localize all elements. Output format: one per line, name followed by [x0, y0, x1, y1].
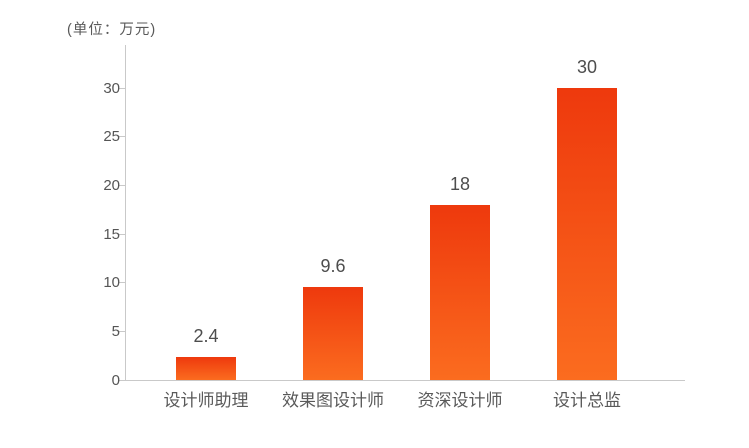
- y-tick-mark: [119, 136, 125, 138]
- y-tick-label: 15: [103, 225, 120, 243]
- y-axis-line: [125, 45, 126, 380]
- bar-value-label: 9.6: [320, 255, 346, 276]
- y-tick-label: 30: [103, 79, 120, 97]
- y-tick-mark: [119, 184, 125, 186]
- y-tick-mark: [119, 282, 125, 284]
- x-category-label: 效果图设计师: [282, 391, 384, 410]
- bar-设计总监: [557, 88, 617, 380]
- y-tick-label: 25: [103, 128, 120, 146]
- x-category-label: 设计师助理: [163, 391, 249, 410]
- x-axis-line: [125, 380, 685, 381]
- y-tick-mark: [119, 330, 125, 332]
- unit-label: (单位：万元): [67, 22, 157, 38]
- bar-value-label: 2.4: [193, 325, 219, 346]
- bar-效果图设计师: [303, 286, 363, 380]
- x-category-label: 资深设计师: [417, 391, 503, 410]
- x-category-label: 设计总监: [553, 391, 621, 410]
- y-tick-mark: [119, 233, 125, 235]
- y-tick-label: 5: [111, 322, 120, 340]
- bar-资深设计师: [430, 204, 490, 380]
- bar-value-label: 18: [449, 173, 471, 194]
- y-tick-mark: [119, 87, 125, 89]
- y-tick-label: 20: [103, 176, 120, 194]
- y-tick-mark: [119, 379, 125, 381]
- bar-设计师助理: [176, 356, 236, 380]
- bar-value-label: 30: [576, 57, 598, 77]
- y-tick-label: 0: [111, 371, 120, 389]
- y-tick-label: 10: [103, 274, 120, 292]
